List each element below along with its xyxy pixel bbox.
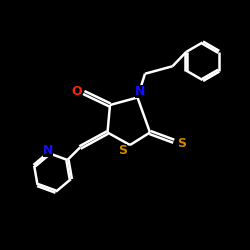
Text: S: S: [118, 144, 127, 157]
Text: N: N: [135, 85, 145, 98]
Text: O: O: [72, 85, 82, 98]
Text: S: S: [177, 137, 186, 150]
Text: N: N: [43, 144, 53, 157]
